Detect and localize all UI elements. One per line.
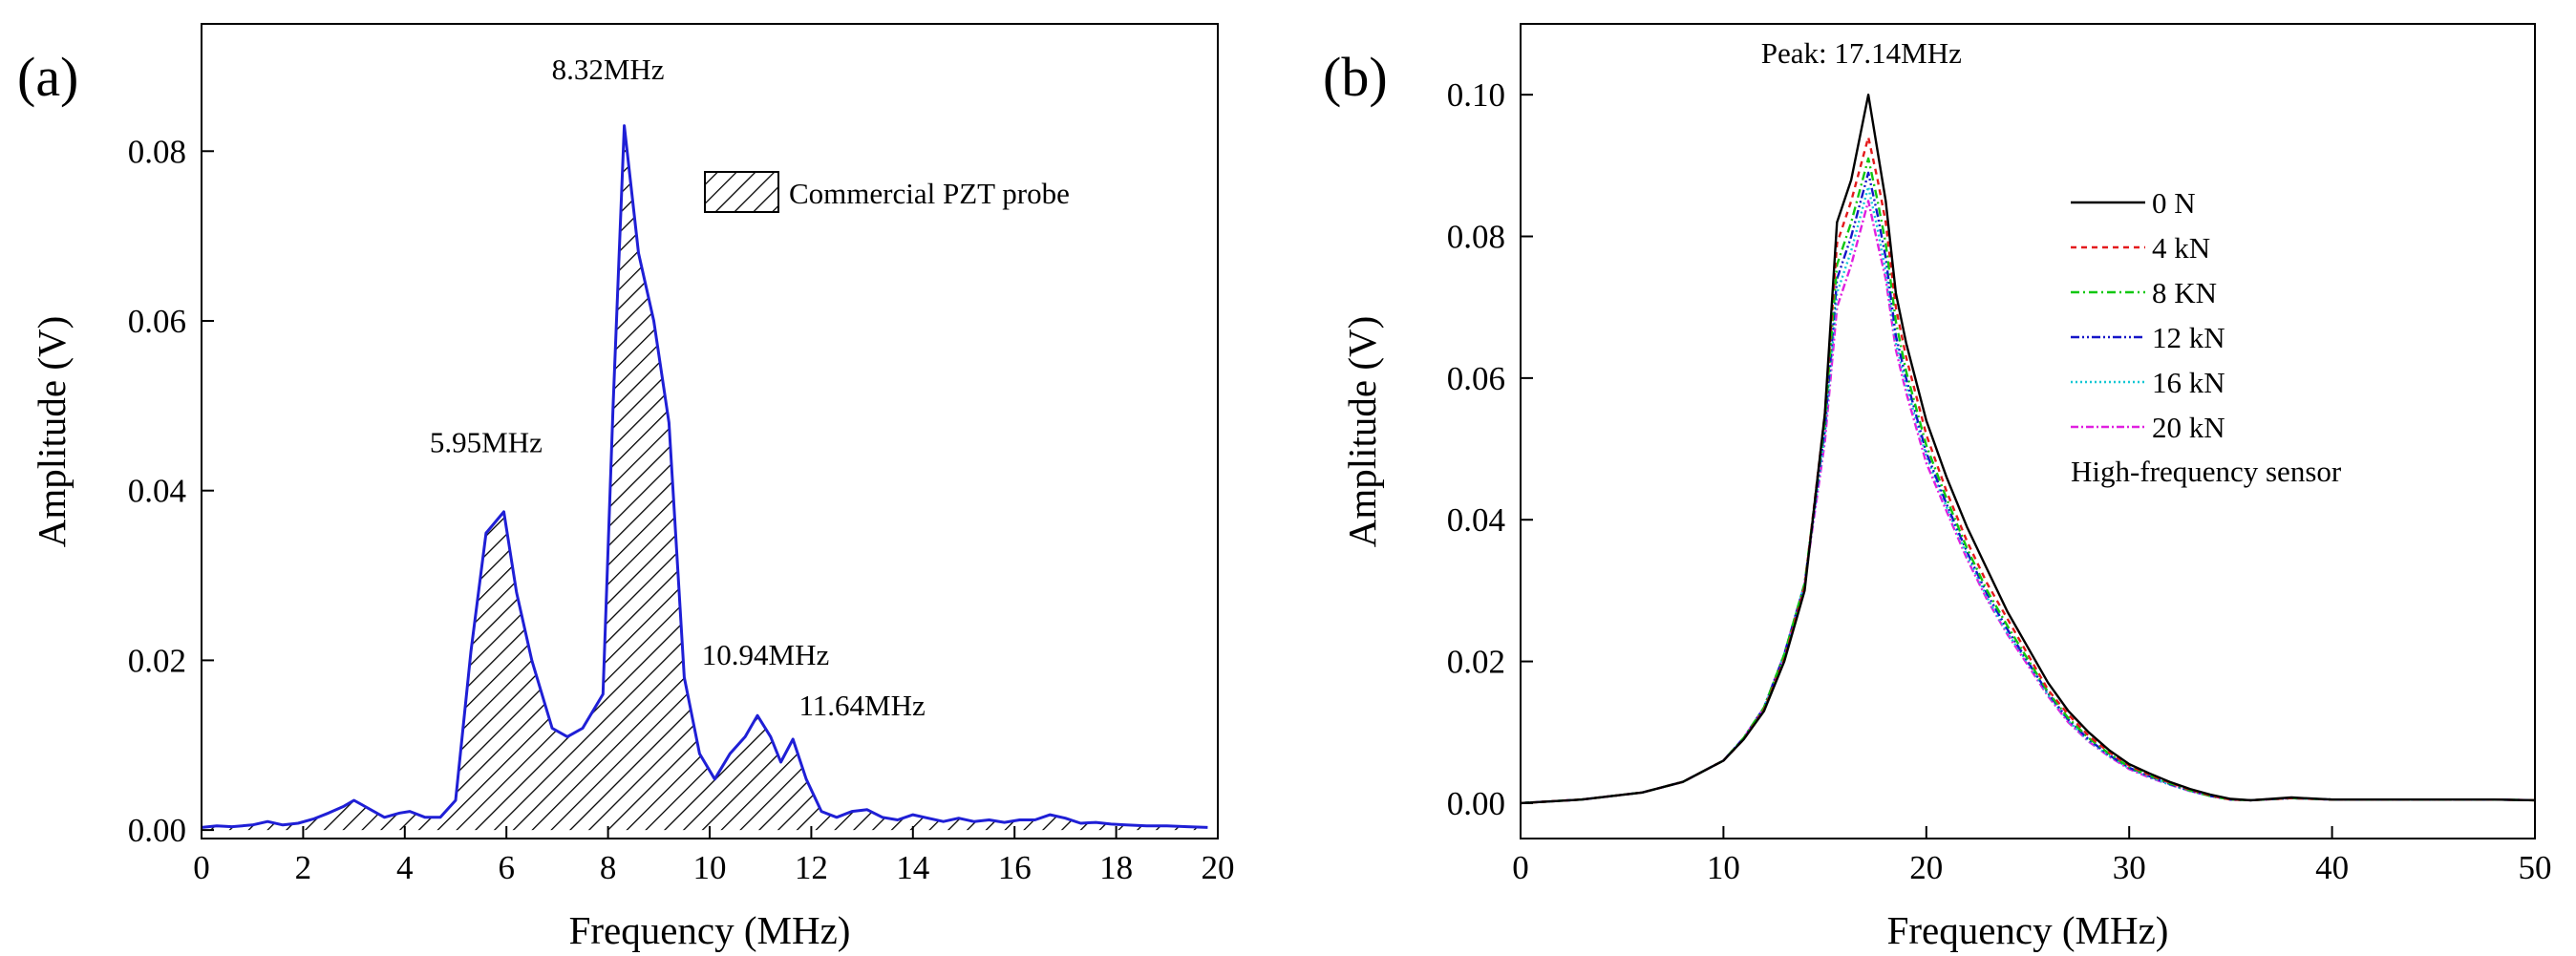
annotation-peak-10-94: 10.94MHz <box>702 638 829 671</box>
annotation-peak-8-32: 8.32MHz <box>552 53 665 86</box>
y-tick-label-b-3: 0.06 <box>1447 360 1505 397</box>
legend-label-16kn: 16 kN <box>2152 366 2225 399</box>
annotation-peak-5-95: 5.95MHz <box>430 426 543 459</box>
x-tick-label-a-4: 8 <box>600 849 617 886</box>
x-tick-label-a-9: 18 <box>1099 849 1133 886</box>
x-axis-ticks-a: 0 2 4 6 8 10 12 14 16 18 20 <box>193 826 1235 886</box>
plot-frame-a <box>201 23 1219 839</box>
annotations-a: 5.95MHz 8.32MHz 10.94MHz 11.64MHz <box>430 53 926 722</box>
legend-label-pzt: Commercial PZT probe <box>789 177 1070 210</box>
y-tick-label-a-3: 0.06 <box>128 303 186 340</box>
series-line-16-kn <box>1520 185 2536 805</box>
x-tick-label-a-7: 14 <box>896 849 929 886</box>
x-tick-label-b-3: 30 <box>2113 849 2146 886</box>
annotation-peak-11-64: 11.64MHz <box>798 689 925 722</box>
y-axis-ticks-a: 0.00 0.02 0.04 0.06 0.08 <box>128 133 214 849</box>
area-series-layer <box>201 124 1208 831</box>
x-tick-label-a-10: 20 <box>1202 849 1235 886</box>
area-fill-commercial-pzt-probe <box>202 125 1208 831</box>
series-line-12-kn <box>1520 171 2536 805</box>
legend-label-0n: 0 N <box>2152 186 2196 220</box>
legend-a: Commercial PZT probe <box>704 171 1070 213</box>
x-tick-label-a-2: 4 <box>396 849 414 886</box>
y-tick-label-b-2: 0.04 <box>1447 501 1505 539</box>
series-line-20-kn <box>1520 200 2536 805</box>
panel-label-a: (a) <box>17 46 78 108</box>
y-tick-label-a-4: 0.08 <box>128 133 186 170</box>
y-axis-ticks-b: 0.00 0.02 0.04 0.06 0.08 0.10 <box>1447 76 1533 822</box>
legend-label-4kn: 4 kN <box>2152 231 2210 265</box>
x-tick-label-b-2: 20 <box>1909 849 1943 886</box>
series-line-commercial-pzt-probe <box>201 124 1208 829</box>
legend-entry-4kn: 4 kN <box>2071 231 2210 265</box>
x-tick-label-a-5: 10 <box>693 849 727 886</box>
y-tick-label-b-1: 0.02 <box>1447 644 1505 681</box>
annotation-peak-17-14: Peak: 17.14MHz <box>1761 36 1962 70</box>
legend-entry-20kn: 20 kN <box>2071 411 2225 444</box>
line-series-layer <box>1520 94 2536 805</box>
legend-entry-0n: 0 N <box>2071 186 2196 220</box>
y-axis-label-a: Amplitude (V) <box>30 316 74 548</box>
y-axis-label-b: Amplitude (V) <box>1340 316 1384 548</box>
x-tick-label-b-4: 40 <box>2315 849 2349 886</box>
x-tick-label-a-6: 12 <box>795 849 828 886</box>
x-tick-label-b-1: 10 <box>1707 849 1740 886</box>
x-axis-label-b: Frequency (MHz) <box>1887 908 2169 952</box>
x-axis-label-a: Frequency (MHz) <box>569 908 851 952</box>
x-tick-label-a-8: 16 <box>998 849 1032 886</box>
legend-label-20kn: 20 kN <box>2152 411 2225 444</box>
y-tick-label-a-1: 0.02 <box>128 642 186 679</box>
x-tick-label-a-0: 0 <box>193 849 210 886</box>
series-line-0-n <box>1520 94 2536 805</box>
x-tick-label-b-5: 50 <box>2519 849 2552 886</box>
panel-label-b: (b) <box>1323 46 1388 108</box>
series-line-8-kn <box>1520 157 2536 805</box>
legend-swatch-hatched <box>704 171 779 213</box>
chart-panel-b: (b) 0.00 0.02 0.04 0.06 0.08 0.10 0 10 20 30 40 50… <box>1323 23 2552 952</box>
legend-label-8kn: 8 KN <box>2152 276 2217 309</box>
x-tick-label-a-1: 2 <box>295 849 312 886</box>
plot-frame-b <box>1520 23 2536 839</box>
y-tick-label-b-0: 0.00 <box>1447 785 1505 822</box>
x-axis-ticks-b: 0 10 20 30 40 50 <box>1512 826 2552 886</box>
legend-entry-8kn: 8 KN <box>2071 276 2217 309</box>
x-tick-label-b-0: 0 <box>1512 849 1529 886</box>
legend-label-12kn: 12 kN <box>2152 321 2225 354</box>
legend-entry-16kn: 16 kN <box>2071 366 2225 399</box>
legend-entry-12kn: 12 kN <box>2071 321 2225 354</box>
y-tick-label-a-0: 0.00 <box>128 812 186 849</box>
y-tick-label-b-4: 0.08 <box>1447 219 1505 256</box>
x-tick-label-a-3: 6 <box>498 849 515 886</box>
legend-b: 0 N 4 kN 8 KN 12 kN 16 kN 20 kN <box>2071 186 2342 488</box>
legend-title-high-frequency-sensor: High-frequency sensor <box>2071 455 2342 488</box>
series-line-4-kn <box>1520 136 2536 805</box>
y-tick-label-b-5: 0.10 <box>1447 76 1505 114</box>
chart-panel-a: (a) 0.00 0.02 0.04 0.06 0.08 0 2 4 6 8 10 12 14 16 18… <box>17 23 1235 952</box>
y-tick-label-a-2: 0.04 <box>128 473 186 510</box>
